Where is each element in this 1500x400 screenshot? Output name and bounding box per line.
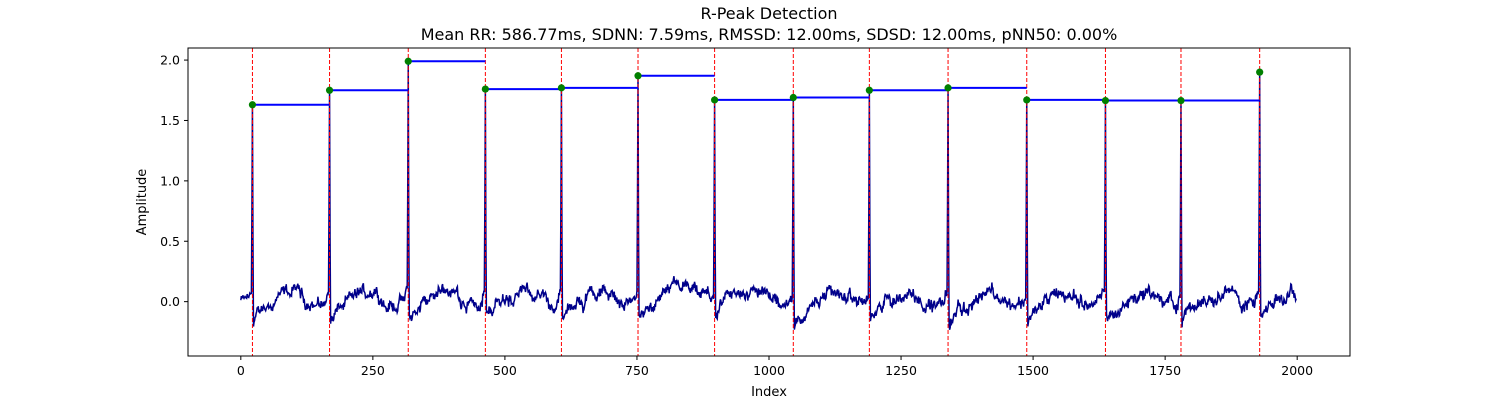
r-peak-point-4	[557, 84, 566, 92]
y-tick-label-3: 1.5	[160, 113, 180, 128]
ecg-signal-line	[240, 61, 1297, 330]
y-axis-ticks: 0.0 0.5 1.0 1.5 2.0	[160, 53, 188, 309]
x-tick-label-1: 250	[361, 363, 385, 378]
r-peak-point-3	[481, 85, 489, 93]
y-tick-label-1: 0.5	[160, 234, 180, 249]
x-tick-label-0: 0	[237, 363, 245, 378]
r-peak-point-7	[789, 93, 797, 102]
y-tick-label-4: 2.0	[160, 53, 180, 68]
x-tick-label-6: 1500	[1017, 363, 1049, 378]
r-peak-point-10	[1023, 96, 1031, 104]
x-tick-label-5: 1250	[885, 363, 917, 378]
x-axis-ticks: 0 250 500 750 1000 1250 1500 1750 2000	[237, 356, 1313, 378]
chart-subtitle: Mean RR: 586.77ms, SDNN: 7.59ms, RMSSD: …	[421, 25, 1118, 44]
x-tick-label-8: 2000	[1281, 363, 1313, 378]
y-tick-label-0: 0.0	[160, 294, 180, 309]
x-tick-label-3: 750	[625, 363, 649, 378]
x-tick-label-2: 500	[493, 363, 517, 378]
plot-frame	[187, 47, 1351, 357]
r-peak-point-6	[710, 96, 719, 104]
r-peak-point-9	[944, 84, 952, 92]
r-peak-point-12	[1177, 96, 1185, 105]
y-tick-label-2: 1.0	[160, 173, 180, 188]
r-peak-point-8	[865, 86, 873, 94]
x-tick-label-4: 1000	[753, 363, 785, 378]
y-axis-label: Amplitude	[135, 169, 150, 236]
r-peak-point-1	[325, 86, 334, 94]
r-peak-point-11	[1101, 96, 1110, 105]
plot-area	[240, 48, 1297, 356]
r-peak-point-5	[634, 72, 642, 80]
r-peak-point-2	[404, 57, 412, 65]
r-peak-point-13	[1256, 68, 1264, 76]
chart-title: R-Peak Detection	[700, 4, 837, 23]
x-axis-label: Index	[751, 385, 787, 400]
x-tick-label-7: 1750	[1149, 363, 1181, 378]
r-peak-point-0	[248, 101, 257, 109]
